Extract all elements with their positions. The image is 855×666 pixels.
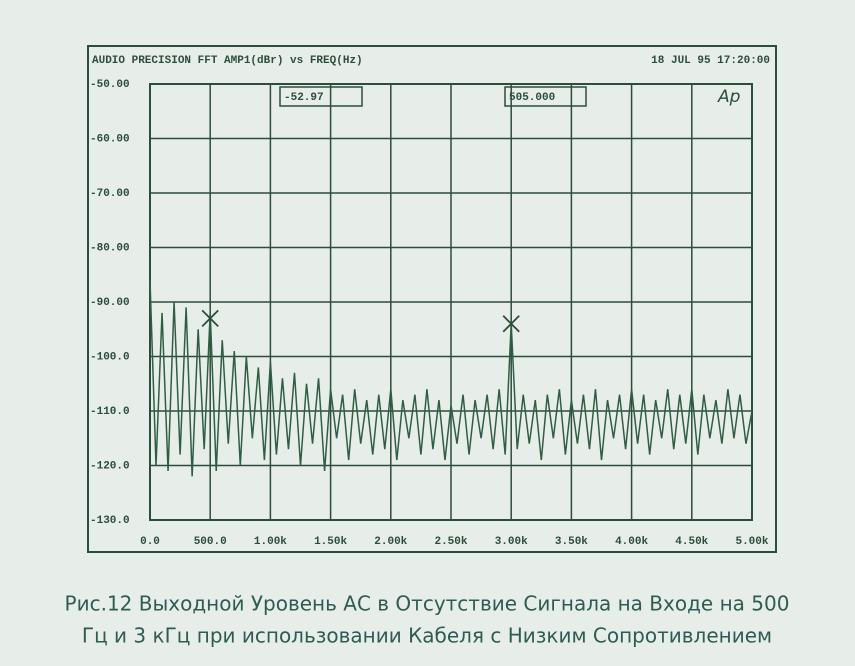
x-tick-label: 0.0 xyxy=(140,536,160,548)
spectrum-line xyxy=(149,280,753,477)
readout-box xyxy=(504,86,587,107)
timestamp: 18 JUL 95 17:20:00 xyxy=(651,55,770,67)
x-tick-label: 500.0 xyxy=(194,536,227,548)
y-tick-label: -110.0 xyxy=(90,406,130,418)
readout: -52.97 xyxy=(284,92,324,104)
cursor-marker xyxy=(201,309,219,327)
y-tick-label: -80.00 xyxy=(90,242,130,254)
x-tick-label: 4.50k xyxy=(675,536,708,548)
x-tick-label: 4.00k xyxy=(615,536,648,548)
caption: Гц и 3 кГц при использовании Кабеля с Ни… xyxy=(82,624,772,648)
x-tick-label: 2.50k xyxy=(434,536,467,548)
y-tick-label: -60.00 xyxy=(90,133,130,145)
x-tick-label: 1.00k xyxy=(254,536,287,548)
x-tick-label: 3.00k xyxy=(495,536,528,548)
x-tick-label: 5.00k xyxy=(735,536,768,548)
outer-frame xyxy=(87,45,777,553)
readout-box xyxy=(279,86,363,107)
x-tick-label: 1.50k xyxy=(314,536,347,548)
y-tick-label: -100.0 xyxy=(90,351,130,363)
logo: Ap xyxy=(717,87,741,107)
chart-title: AUDIO PRECISION FFT AMP1(dBr) vs FREQ(Hz… xyxy=(92,55,363,67)
y-tick-label: -50.00 xyxy=(90,79,130,91)
y-tick-label: -70.00 xyxy=(90,188,130,200)
caption: Рис.12 Выходной Уровень АС в Отсутствие … xyxy=(65,592,790,616)
cursor-marker xyxy=(502,315,520,333)
x-tick-label: 3.50k xyxy=(555,536,588,548)
y-tick-label: -120.0 xyxy=(90,460,130,472)
y-tick-label: -90.00 xyxy=(90,297,130,309)
y-tick-label: -130.0 xyxy=(90,515,130,527)
readout: 505.000 xyxy=(509,92,555,104)
x-tick-label: 2.00k xyxy=(374,536,407,548)
